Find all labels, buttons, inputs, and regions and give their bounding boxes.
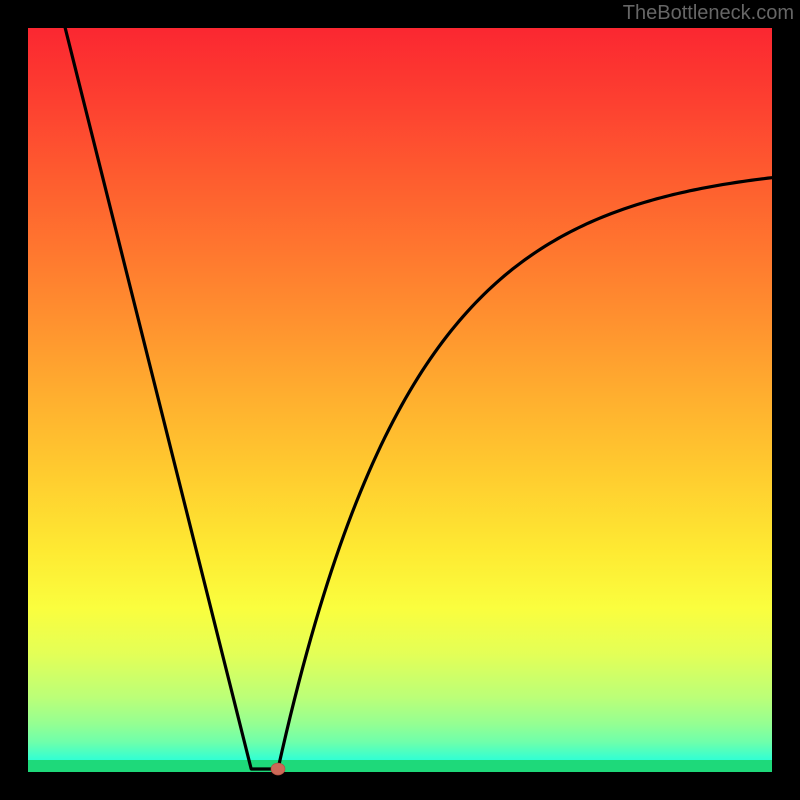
green-strip <box>28 760 772 772</box>
chart-stage: TheBottleneck.com <box>0 0 800 800</box>
optimum-marker <box>271 763 285 775</box>
watermark-label: TheBottleneck.com <box>623 2 794 25</box>
chart-svg <box>0 0 800 800</box>
plot-background <box>28 28 772 772</box>
